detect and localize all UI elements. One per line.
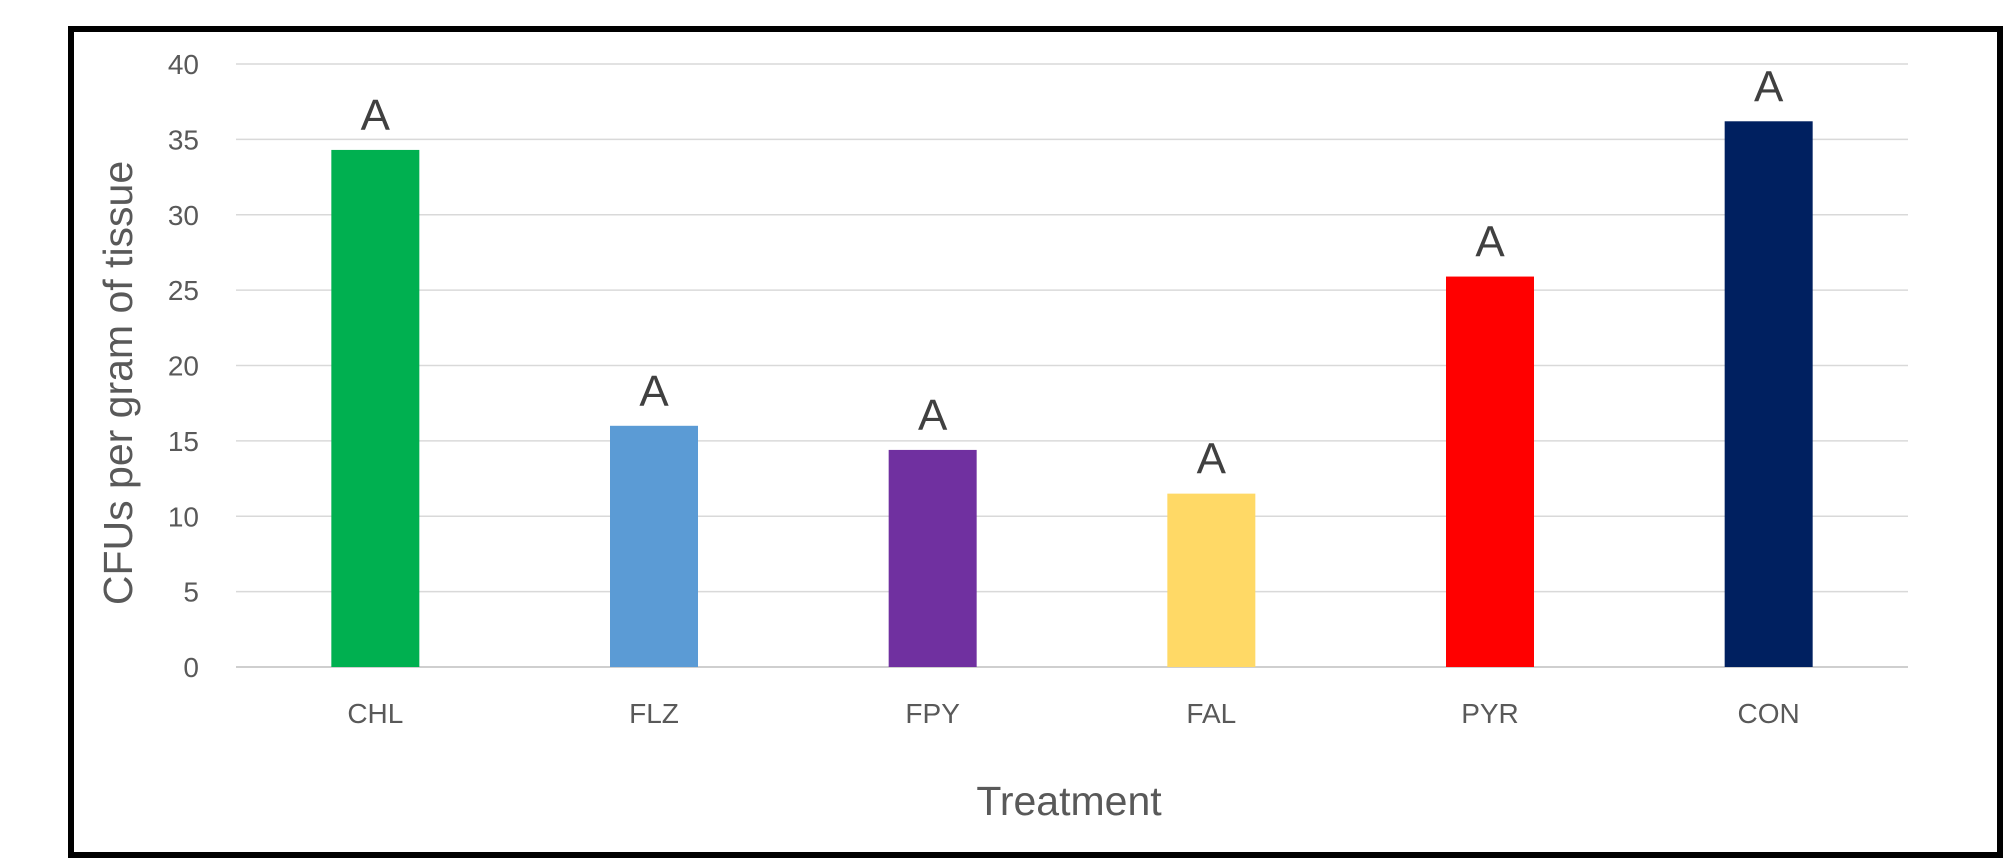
data-label-con: A: [1754, 62, 1784, 111]
y-tick-label: 10: [168, 501, 199, 532]
y-tick-label: 0: [183, 652, 199, 683]
x-tick-label-chl: CHL: [347, 698, 403, 729]
x-axis-title: Treatment: [976, 778, 1162, 824]
bar-flz: [610, 425, 698, 667]
bar-fal: [1167, 493, 1256, 667]
x-tick-label-flz: FLZ: [629, 698, 679, 729]
x-tick-label-con: CON: [1738, 698, 1800, 729]
x-tick-label-fpy: FPY: [905, 698, 960, 729]
y-tick-label: 5: [183, 577, 199, 608]
bar-con: [1724, 121, 1813, 667]
data-label-fal: A: [1197, 435, 1227, 484]
y-tick-label: 40: [168, 49, 199, 80]
x-tick-label-fal: FAL: [1186, 698, 1236, 729]
x-axis-categories: CHL FLZ FPY FAL PYR CON: [347, 698, 1799, 729]
bar-pyr: [1446, 276, 1534, 667]
data-label-chl: A: [361, 91, 391, 140]
data-label-pyr: A: [1475, 218, 1505, 267]
y-axis-title: CFUs per gram of tissue: [95, 161, 141, 605]
data-labels: A A A A A A: [361, 62, 1784, 483]
y-tick-label: 15: [168, 426, 199, 457]
bar-chl: [331, 149, 420, 667]
y-tick-label: 35: [168, 124, 199, 155]
data-label-fpy: A: [918, 391, 948, 440]
y-tick-label: 20: [168, 351, 199, 382]
bars: [331, 121, 1813, 667]
y-axis-ticks: 0 5 10 15 20 25 30 35 40: [168, 49, 199, 683]
data-label-flz: A: [639, 367, 669, 416]
bar-fpy: [888, 449, 977, 667]
x-tick-label-pyr: PYR: [1461, 698, 1519, 729]
gridlines: [236, 63, 1908, 668]
y-tick-label: 30: [168, 200, 199, 231]
y-tick-label: 25: [168, 275, 199, 306]
